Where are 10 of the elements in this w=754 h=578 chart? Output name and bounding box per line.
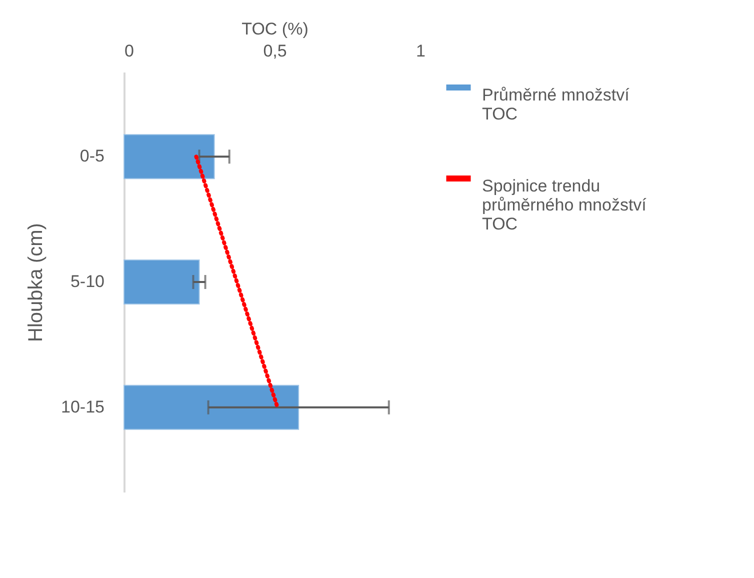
y-tick-label: 10-15: [61, 397, 104, 416]
legend-label: Spojnice trendu průměrného množství TOC: [482, 176, 647, 234]
legend-label: Průměrné množství TOC: [482, 86, 630, 124]
y-axis-title: Hloubka (cm): [25, 223, 48, 342]
x-tick-label: 0,5: [263, 42, 287, 60]
y-tick-label: 0-5: [80, 146, 104, 166]
x-tick-label: 0: [124, 42, 134, 60]
x-axis-title: TOC (%): [242, 20, 308, 38]
y-tick-label: 5-10: [70, 272, 104, 291]
x-tick-label: 1: [416, 42, 426, 60]
